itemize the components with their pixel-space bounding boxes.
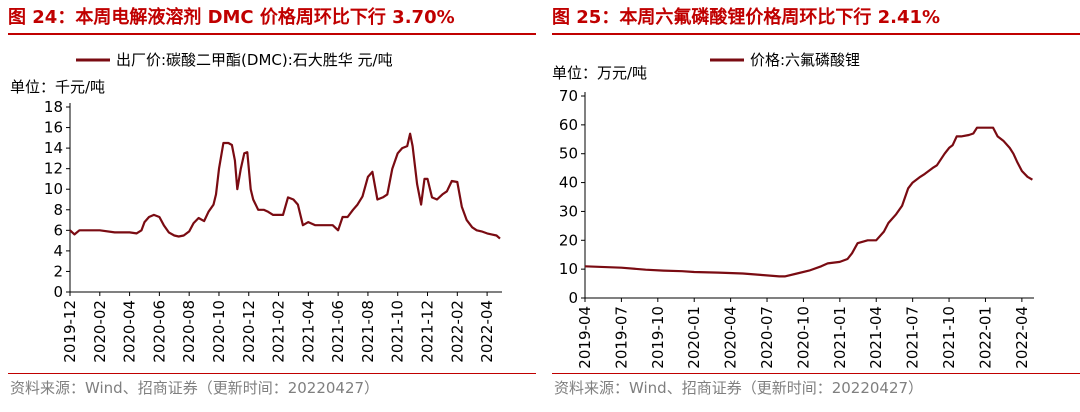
y-tick-label: 40 [559, 174, 578, 192]
chart-panel-dmc: 图 24：本周电解液溶剂 DMC 价格周环比下行 3.70% 出厂价:碳酸二甲酯… [8, 0, 536, 412]
x-tick-label: 2021-04 [299, 300, 317, 363]
x-tick-label: 2020-02 [91, 300, 109, 363]
x-tick-label: 2020-04 [121, 300, 139, 363]
x-tick-label: 2020-06 [150, 300, 168, 363]
chart-svg-dmc: 出厂价:碳酸二甲酯(DMC):石大胜华 元/吨单位：千元/吨 0 2 4 6 8 10 12 1… [10, 51, 502, 363]
x-tick-label: 2022-01 [976, 306, 994, 369]
y-tick-label: 10 [44, 180, 63, 198]
y-tick-label: 30 [559, 202, 578, 220]
y-tick-label: 4 [53, 242, 63, 260]
source-rule [552, 373, 1080, 374]
y-tick-label: 14 [44, 139, 63, 157]
source-note: 资料来源：Wind、招商证券（更新时间：20220427） [554, 379, 924, 397]
source-note: 资料来源：Wind、招商证券（更新时间：20220427） [10, 379, 380, 397]
y-tick-label: 50 [559, 145, 578, 163]
legend-label: 出厂价:碳酸二甲酯(DMC):石大胜华 元/吨 [116, 51, 393, 69]
chart-title: 图 24：本周电解液溶剂 DMC 价格周环比下行 3.70% [8, 7, 455, 28]
series-line [584, 126, 1033, 278]
y-tick-label: 0 [568, 289, 578, 307]
x-tick-label: 2021-07 [904, 306, 922, 369]
legend-label: 价格:六氟磷酸锂 [750, 51, 860, 69]
x-tick-label: 2020-08 [180, 300, 198, 363]
x-tick-label: 2021-04 [867, 306, 885, 369]
x-tick-label: 2020-10 [794, 306, 812, 369]
x-tick-label: 2021-02 [270, 300, 288, 363]
y-tick-label: 20 [559, 231, 578, 249]
x-tick-label: 2022-04 [478, 300, 496, 363]
title-rule [552, 33, 1080, 35]
x-tick-label: 2021-12 [419, 300, 437, 363]
x-tick-label: 2019-10 [649, 306, 667, 369]
y-tick-label: 2 [53, 262, 63, 280]
x-tick-label: 2021-08 [359, 300, 377, 363]
x-tick-label: 2021-10 [940, 306, 958, 369]
x-tick-label: 2021-06 [329, 300, 347, 363]
x-tick-label: 2019-07 [612, 306, 630, 369]
y-tick-label: 0 [53, 283, 63, 301]
y-unit-label: 单位：万元/吨 [552, 64, 647, 82]
y-tick-label: 12 [44, 160, 63, 178]
y-tick-label: 16 [44, 119, 63, 137]
chart-title: 图 25：本周六氟磷酸锂价格周环比下行 2.41% [552, 7, 941, 28]
series-line [69, 132, 501, 240]
x-tick-label: 2022-02 [448, 300, 466, 363]
x-tick-label: 2020-04 [722, 306, 740, 369]
x-tick-label: 2021-10 [389, 300, 407, 363]
source-rule [8, 373, 536, 374]
y-tick-label: 8 [53, 201, 63, 219]
y-tick-label: 6 [53, 221, 63, 239]
y-tick-label: 60 [559, 116, 578, 134]
x-tick-label: 2020-12 [240, 300, 258, 363]
x-tick-label: 2022-04 [1013, 306, 1031, 369]
y-tick-label: 10 [559, 260, 578, 278]
title-rule [8, 33, 536, 35]
x-tick-label: 2019-04 [576, 306, 594, 369]
x-tick-label: 2020-07 [758, 306, 776, 369]
y-tick-label: 70 [559, 87, 578, 105]
x-tick-label: 2021-01 [831, 306, 849, 369]
y-unit-label: 单位：千元/吨 [10, 78, 105, 96]
x-tick-label: 2020-01 [685, 306, 703, 369]
y-tick-label: 18 [44, 98, 63, 116]
chart-panel-lipf6: 图 25：本周六氟磷酸锂价格周环比下行 2.41% 价格:六氟磷酸锂单位：万元/… [552, 0, 1080, 412]
x-tick-label: 2019-12 [61, 300, 79, 363]
x-tick-label: 2020-10 [210, 300, 228, 363]
